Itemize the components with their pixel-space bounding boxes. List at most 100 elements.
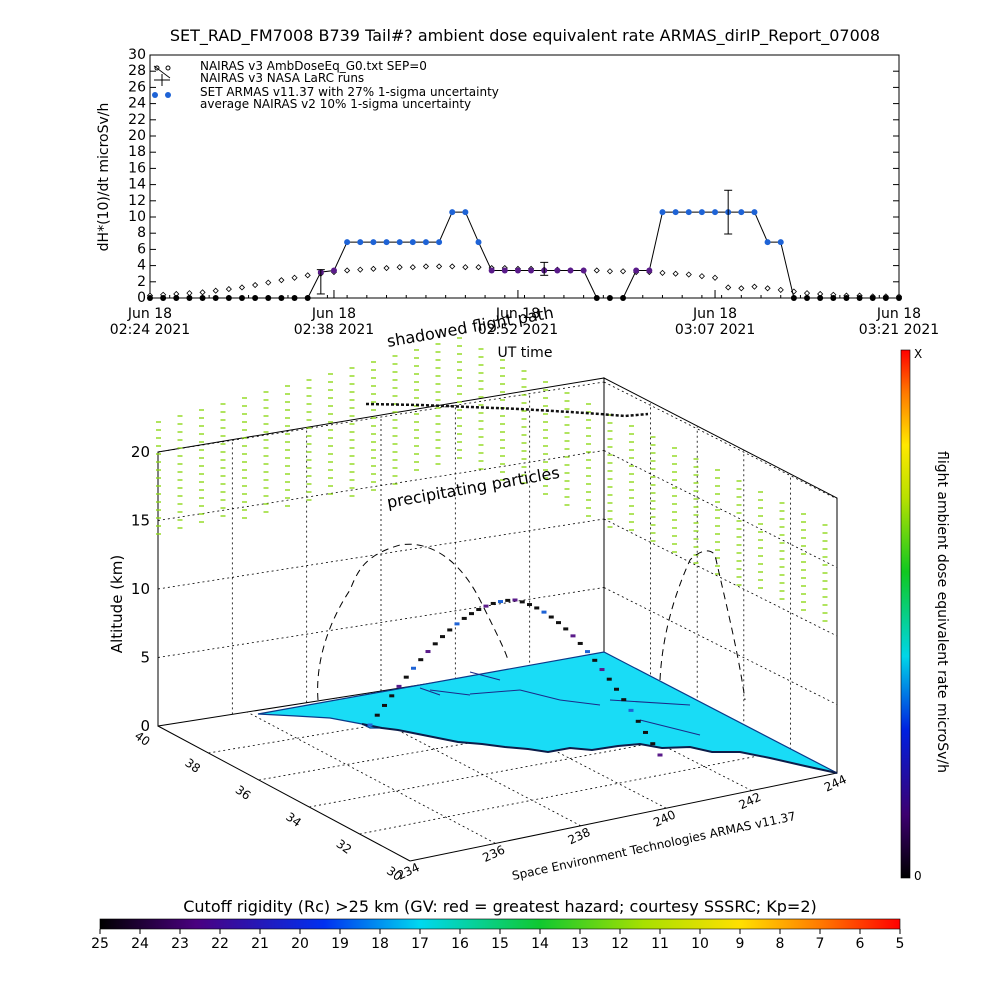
precipitating-particles [156, 337, 828, 622]
armas-point [633, 267, 640, 274]
armas-point [212, 295, 219, 301]
armas-point [659, 209, 666, 216]
rc-tick-label: 9 [736, 936, 745, 952]
flight-path-point [614, 687, 619, 691]
colorbar-gradient [900, 349, 911, 879]
flight-path-point [425, 650, 431, 654]
flight-path-point [548, 615, 554, 619]
legend-symbol-armas [152, 92, 158, 98]
armas-point [422, 239, 429, 246]
legend-entry: NAIRAS v3 AmbDoseEq_G0.txt SEP=0 [200, 59, 427, 73]
flight-path-point [403, 675, 409, 679]
rc-tick-label: 18 [371, 936, 389, 952]
legend-symbol-nairas-v3 [165, 65, 171, 71]
rc-tick-label: 25 [91, 936, 109, 952]
surface-mark [469, 671, 501, 681]
flight-path-point [635, 719, 641, 723]
nairas-point [475, 264, 482, 271]
rc-tick-label: 10 [691, 936, 709, 952]
flight-path-point [367, 723, 373, 727]
flight-path-point [643, 730, 648, 734]
nairas-point [738, 285, 745, 292]
armas-point [199, 295, 206, 301]
armas-point [238, 295, 245, 301]
armas-point [764, 239, 771, 246]
nairas-point [225, 286, 232, 293]
y-tick-label: 24 [128, 96, 146, 112]
armas-point [606, 295, 613, 301]
flight-shadow-left [317, 543, 509, 701]
nairas-point [199, 289, 206, 296]
nairas-point [409, 264, 416, 271]
nairas-point [711, 274, 719, 281]
altitude-tick-label: 20 [131, 443, 150, 461]
y-tick-label: 6 [137, 241, 146, 257]
x-tick-label-date: Jun 18 [692, 306, 737, 322]
altitude-axis-label: Altitude (km) [108, 555, 126, 653]
x-tick-label-time: 03:07 2021 [675, 322, 755, 338]
x-tick-label-date: Jun 18 [876, 306, 921, 322]
rc-tick-label: 12 [611, 936, 629, 952]
nairas-point [265, 279, 272, 286]
x-axis-label: UT time [498, 345, 553, 361]
nairas-point [278, 277, 285, 284]
armas-point [751, 209, 758, 216]
flight-path-point [570, 634, 576, 638]
armas-point [383, 239, 390, 246]
flight-path-point [606, 677, 612, 681]
flight-path-point [432, 642, 438, 646]
armas-point [265, 295, 272, 301]
armas-point [225, 295, 232, 301]
y-tick-label: 20 [128, 128, 146, 144]
armas-point [475, 239, 482, 246]
flight-path-point [396, 684, 402, 688]
flight-path-point [374, 713, 380, 717]
armas-point [869, 295, 876, 301]
grid-line [603, 450, 838, 568]
armas-point [817, 295, 824, 301]
nairas-point [462, 264, 469, 271]
flight-path-point [577, 641, 583, 645]
x-tick-label-date: Jun 18 [495, 306, 540, 322]
grid-line [603, 587, 838, 705]
y-tick-label: 28 [128, 63, 146, 79]
y-tick-label: 2 [137, 274, 146, 290]
armas-point [567, 267, 574, 274]
armas-point [528, 267, 535, 274]
cutoff-rigidity-colorbar: Cutoff rigidity (Rc) >25 km (GV: red = g… [91, 897, 904, 952]
rc-tick-label: 14 [531, 936, 549, 952]
nairas-point [672, 270, 679, 277]
nairas-point [186, 290, 193, 297]
flight-path-point [556, 621, 561, 625]
armas-point [291, 295, 298, 301]
armas-point [252, 295, 259, 301]
armas-point [804, 295, 811, 301]
y-tick-label: 14 [128, 177, 146, 193]
legend-entry: average NAIRAS v2 10% 1-sigma uncertaint… [200, 97, 471, 111]
armas-point [777, 239, 784, 246]
armas-point [738, 209, 745, 216]
rc-tick-label: 11 [651, 936, 669, 952]
armas-point [409, 239, 416, 246]
figure-title: SET_RAD_FM7008 B739 Tail#? ambient dose … [170, 26, 880, 46]
x-tick-label-date: Jun 18 [311, 306, 356, 322]
y-tick-label: 8 [137, 225, 146, 241]
rc-tick-label: 15 [491, 936, 509, 952]
y-tick-label: 22 [128, 112, 146, 128]
flight-path-point [389, 694, 395, 698]
grid-line [157, 381, 605, 453]
flight-shadow-right [659, 550, 746, 701]
armas-point [593, 295, 600, 301]
flight-path-point [498, 600, 503, 604]
rc-tick-labels: 25 24 23 22 21 20 19 18 17 16 15 14 13 12 11 10 9 8 7 6 5 [91, 929, 904, 952]
grid-line [603, 381, 838, 500]
nairas-point [304, 272, 311, 279]
armas-point [278, 295, 285, 301]
nairas-point [685, 271, 692, 278]
flight-path-point [490, 601, 496, 605]
coastline [361, 723, 838, 774]
flight-path-point [505, 598, 511, 602]
y-tick-label: 0 [137, 290, 146, 306]
